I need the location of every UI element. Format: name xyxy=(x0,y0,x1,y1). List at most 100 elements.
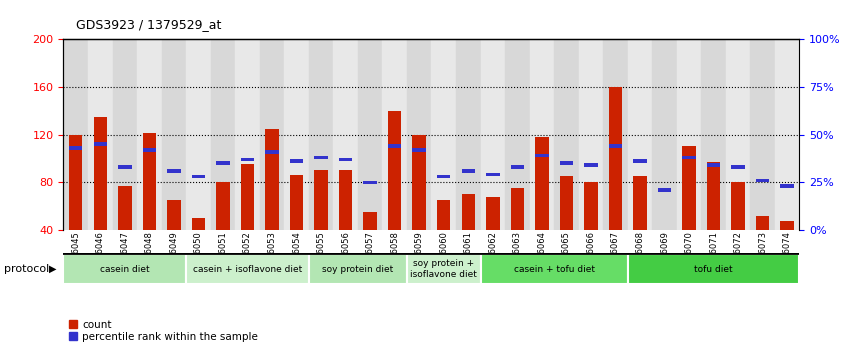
Legend: count, percentile rank within the sample: count, percentile rank within the sample xyxy=(69,320,258,342)
Bar xyxy=(94,142,107,146)
Bar xyxy=(309,39,333,230)
Bar xyxy=(88,39,113,230)
Bar xyxy=(63,39,88,230)
Bar xyxy=(530,39,554,230)
FancyBboxPatch shape xyxy=(309,254,407,284)
Bar xyxy=(211,39,235,230)
Bar xyxy=(217,182,229,230)
Bar xyxy=(554,39,579,230)
Bar xyxy=(609,144,622,148)
Bar xyxy=(339,170,352,230)
Bar xyxy=(118,165,131,169)
Bar xyxy=(750,39,775,230)
Bar xyxy=(756,216,769,230)
Bar xyxy=(315,170,327,230)
Bar xyxy=(456,39,481,230)
Bar xyxy=(658,188,671,192)
Bar xyxy=(726,39,750,230)
Bar xyxy=(683,156,695,159)
Bar xyxy=(707,163,720,167)
Bar xyxy=(143,133,156,230)
Bar xyxy=(756,179,769,182)
Bar xyxy=(168,200,180,230)
Bar xyxy=(486,173,499,176)
Bar xyxy=(511,188,524,230)
Bar xyxy=(732,182,744,230)
Bar xyxy=(634,176,646,230)
Bar xyxy=(560,176,573,230)
Bar xyxy=(69,146,82,150)
FancyBboxPatch shape xyxy=(407,254,481,284)
Bar xyxy=(388,144,401,148)
Bar xyxy=(781,221,794,230)
FancyBboxPatch shape xyxy=(186,254,309,284)
Bar xyxy=(732,165,744,169)
Bar xyxy=(333,39,358,230)
Bar xyxy=(677,39,701,230)
Bar xyxy=(358,39,382,230)
Bar xyxy=(413,135,426,230)
Text: casein + isoflavone diet: casein + isoflavone diet xyxy=(193,264,302,274)
Bar xyxy=(634,160,646,163)
Bar xyxy=(339,158,352,161)
Bar xyxy=(113,39,137,230)
Bar xyxy=(683,147,695,230)
Text: protocol: protocol xyxy=(4,264,49,274)
Bar xyxy=(585,182,597,230)
Bar xyxy=(481,39,505,230)
Bar xyxy=(579,39,603,230)
Bar xyxy=(260,39,284,230)
Bar xyxy=(266,150,278,154)
Bar xyxy=(94,116,107,230)
Bar xyxy=(413,148,426,152)
Bar xyxy=(462,194,475,230)
Bar xyxy=(143,148,156,152)
Bar xyxy=(511,165,524,169)
Bar xyxy=(192,218,205,230)
Bar xyxy=(536,154,548,157)
Bar xyxy=(284,39,309,230)
Bar xyxy=(241,164,254,230)
Bar xyxy=(364,181,376,184)
Bar xyxy=(162,39,186,230)
Bar xyxy=(315,156,327,159)
FancyBboxPatch shape xyxy=(63,254,186,284)
Bar xyxy=(168,169,180,173)
FancyBboxPatch shape xyxy=(481,254,628,284)
Bar xyxy=(560,161,573,165)
Text: soy protein +
isoflavone diet: soy protein + isoflavone diet xyxy=(410,259,477,279)
FancyBboxPatch shape xyxy=(628,254,799,284)
Text: GDS3923 / 1379529_at: GDS3923 / 1379529_at xyxy=(76,18,222,31)
Bar xyxy=(462,169,475,173)
Bar xyxy=(431,39,456,230)
Text: soy protein diet: soy protein diet xyxy=(322,264,393,274)
Bar xyxy=(603,39,628,230)
Text: casein + tofu diet: casein + tofu diet xyxy=(514,264,595,274)
Bar xyxy=(266,129,278,230)
Bar xyxy=(628,39,652,230)
Bar xyxy=(186,39,211,230)
Bar xyxy=(775,39,799,230)
Bar xyxy=(701,39,726,230)
Bar xyxy=(364,212,376,230)
Bar xyxy=(609,87,622,230)
Bar xyxy=(707,162,720,230)
Bar xyxy=(388,110,401,230)
Bar xyxy=(486,197,499,230)
Bar xyxy=(382,39,407,230)
Bar xyxy=(192,175,205,178)
Bar xyxy=(235,39,260,230)
Bar xyxy=(241,158,254,161)
Bar xyxy=(137,39,162,230)
Bar xyxy=(536,137,548,230)
Bar xyxy=(781,184,794,188)
Bar xyxy=(437,200,450,230)
Text: casein diet: casein diet xyxy=(100,264,150,274)
Bar xyxy=(658,230,671,236)
Bar xyxy=(505,39,530,230)
Text: tofu diet: tofu diet xyxy=(695,264,733,274)
Bar xyxy=(290,160,303,163)
Bar xyxy=(118,186,131,230)
Bar xyxy=(290,175,303,230)
Bar xyxy=(437,175,450,178)
